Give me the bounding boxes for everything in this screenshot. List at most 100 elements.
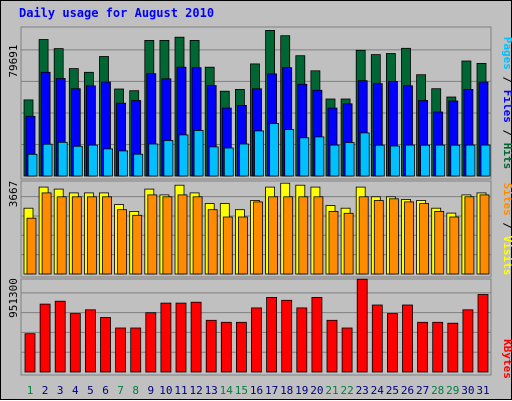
x-tick-label: 2 (42, 384, 49, 397)
pages-bar (57, 141, 68, 177)
sites-bar (434, 210, 445, 275)
sites-bar (479, 194, 490, 275)
legend-pages: Pages (501, 37, 512, 70)
sites-bar (328, 210, 339, 275)
sites-bar (253, 201, 263, 275)
kbytes-bar (386, 313, 398, 373)
x-tick-label: 30 (461, 384, 474, 397)
x-tick-label: 11 (174, 384, 187, 397)
kbytes-bar (356, 278, 368, 373)
panel-visits-ymax-label: 3667 (7, 181, 20, 208)
kbytes-bar (54, 300, 66, 373)
kbytes-bar (175, 302, 187, 373)
kbytes-bar (326, 319, 338, 373)
x-tick-label: 23 (356, 384, 369, 397)
pages-bar (72, 145, 83, 177)
sites-bar (373, 200, 384, 275)
x-tick-label: 20 (310, 384, 323, 397)
x-tick-label: 28 (431, 384, 444, 397)
kbytes-bar (417, 321, 429, 373)
chart-marks: 1 2 3 4 5 6 7 8 9 10 11 12 13 14 15 16 17 18 19 20 21 22 23 24 2… (21, 29, 491, 397)
x-tick-label: 22 (340, 384, 353, 397)
kbytes-bar (24, 333, 36, 373)
x-tick-label: 1 (27, 384, 34, 397)
pages-bar (238, 143, 249, 177)
pages-bar (148, 143, 159, 177)
x-tick-label: 24 (371, 384, 385, 397)
x-tick-label: 7 (117, 384, 124, 397)
pages-bar (103, 148, 113, 177)
kbytes-bar (266, 296, 278, 373)
legend-visits: Visits (501, 236, 512, 276)
sites-bar (41, 192, 52, 275)
sites-bar (449, 216, 460, 275)
sites-bar (71, 196, 82, 275)
pages-bar (480, 144, 491, 177)
sites-bar (177, 194, 188, 275)
kbytes-bar (251, 307, 262, 373)
kbytes-bar (190, 301, 202, 373)
pages-bar (329, 144, 340, 177)
x-tick-label: 31 (476, 384, 489, 397)
x-tick-label: 25 (386, 384, 399, 397)
kbytes-bar (220, 321, 232, 373)
x-tick-label: 16 (250, 384, 263, 397)
pages-bar (450, 144, 461, 177)
sites-bar (87, 196, 97, 275)
sites-bar (388, 198, 399, 275)
sites-bar (132, 214, 143, 275)
pages-bar (389, 145, 400, 177)
pages-bar (208, 146, 219, 177)
pages-bar (269, 123, 280, 177)
sites-bar (237, 216, 248, 275)
kbytes-bar (145, 312, 157, 373)
sites-bar (102, 196, 112, 275)
x-tick-label: 13 (205, 384, 218, 397)
kbytes-bar (447, 322, 459, 373)
kbytes-bar (311, 296, 323, 373)
kbytes-bar (341, 327, 353, 373)
pages-bar (42, 143, 53, 177)
pages-bar (420, 144, 431, 177)
sites-bar (162, 196, 173, 275)
sites-bar (222, 216, 233, 275)
sites-bar (404, 201, 414, 275)
pages-bar (118, 150, 128, 177)
kbytes-bar (85, 309, 96, 373)
kbytes-bar (371, 304, 383, 373)
panel-kbytes-ymax-label: 951300 (7, 278, 20, 318)
x-tick-label: 3 (57, 384, 64, 397)
kbytes-bar (115, 327, 126, 373)
sites-bar (56, 196, 67, 275)
sites-bar (26, 217, 37, 275)
kbytes-bar (462, 309, 474, 373)
pages-bar (193, 130, 204, 177)
legend-hits: Hits (501, 143, 512, 170)
legend-files: Files (501, 90, 512, 123)
x-tick-label: 29 (446, 384, 459, 397)
sites-bar (192, 196, 203, 275)
x-tick-label: 26 (401, 384, 414, 397)
kbytes-bar (69, 313, 81, 373)
legend-panel3: KBytes (501, 339, 512, 379)
pages-bar (344, 142, 355, 177)
sites-bar (419, 203, 430, 275)
pages-bar (254, 130, 264, 177)
sites-bar (313, 196, 324, 275)
legend-panel1: Pages / Files / Hits (501, 37, 512, 170)
pages-bar (465, 144, 476, 177)
pages-bar (223, 147, 234, 177)
x-tick-label: 15 (235, 384, 248, 397)
sites-bar (268, 196, 279, 275)
x-tick-label: 18 (280, 384, 293, 397)
kbytes-bar (402, 304, 413, 373)
panel-hits-ymax-label: 79691 (7, 44, 20, 77)
sites-bar (464, 196, 475, 275)
x-tick-label: 27 (416, 384, 429, 397)
sites-bar (283, 196, 294, 275)
kbytes-bar (39, 303, 51, 373)
sites-bar (207, 209, 218, 275)
pages-bar (374, 144, 385, 177)
kbytes-bar (130, 327, 142, 373)
